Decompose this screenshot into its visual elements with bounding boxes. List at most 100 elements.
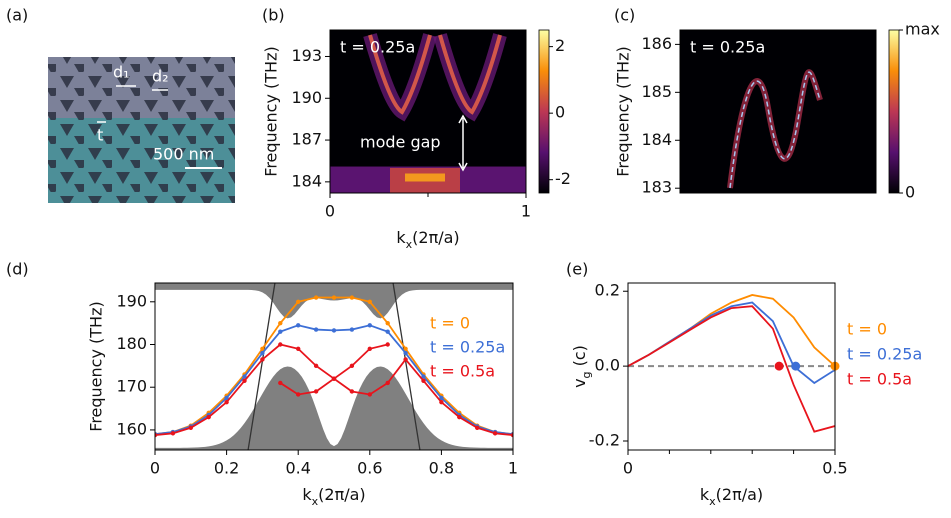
y-tick-label: 183 bbox=[641, 178, 672, 197]
data-point bbox=[242, 378, 247, 384]
heatmap-fit bbox=[729, 71, 821, 189]
data-point bbox=[313, 363, 319, 369]
x-tick-label: 0 bbox=[150, 459, 160, 478]
data-point bbox=[510, 432, 513, 438]
data-point bbox=[260, 357, 265, 362]
series-line bbox=[155, 343, 513, 436]
plot-content bbox=[155, 283, 513, 450]
data-point bbox=[349, 389, 355, 394]
x-axis-label-part: x bbox=[709, 495, 716, 508]
x-axis-label-part: x bbox=[312, 495, 319, 508]
data-point bbox=[421, 374, 426, 379]
y-tick-label: 184 bbox=[291, 171, 322, 190]
data-point bbox=[313, 327, 319, 332]
colorbar bbox=[888, 29, 900, 194]
data-point bbox=[367, 392, 372, 397]
scale-bar-label: 500 nm bbox=[153, 145, 214, 164]
sem-label: t bbox=[97, 126, 103, 145]
y-axis-label: Frequency (THz) bbox=[87, 301, 106, 431]
y-axis-label: vg (c) bbox=[570, 345, 593, 388]
x-axis-label-part: (2π/a) bbox=[318, 485, 366, 504]
legend-label: t = 0 bbox=[430, 314, 470, 333]
band-region bbox=[155, 366, 513, 450]
colorbar-tick-label: 0 bbox=[555, 103, 565, 122]
plot-content bbox=[330, 30, 526, 193]
colorbar bbox=[538, 29, 550, 194]
x-axis-label: kx(2π/a) bbox=[302, 485, 365, 508]
x-tick-label: 0.6 bbox=[357, 459, 382, 478]
colorbar-tick-label: 0 bbox=[905, 183, 915, 202]
legend-label: t = 0 bbox=[847, 320, 887, 339]
data-point bbox=[296, 299, 301, 304]
x-axis-label: kx(2π/a) bbox=[700, 485, 763, 508]
heatmap-background bbox=[680, 30, 876, 193]
legend-label: t = 0.5a bbox=[847, 370, 912, 389]
data-point bbox=[403, 346, 408, 351]
x-axis-label-part: (2π/a) bbox=[716, 485, 764, 504]
data-point bbox=[313, 295, 319, 300]
data-point bbox=[296, 346, 301, 351]
y-tick-label: 190 bbox=[116, 291, 147, 310]
annotation: mode gap bbox=[360, 133, 441, 152]
plot-frame bbox=[154, 282, 514, 451]
data-point bbox=[403, 357, 408, 362]
x-axis-label-part: x bbox=[406, 238, 413, 251]
legend-label: t = 0.25a bbox=[430, 338, 505, 357]
heatmap-branch bbox=[438, 34, 502, 115]
y-tick-label: 186 bbox=[641, 34, 672, 53]
data-point bbox=[242, 374, 247, 379]
data-point bbox=[331, 295, 337, 300]
data-point bbox=[349, 295, 355, 300]
data-point bbox=[278, 320, 283, 326]
arrow-head bbox=[458, 114, 468, 172]
data-point bbox=[367, 346, 372, 351]
data-point bbox=[349, 327, 355, 332]
light-line bbox=[392, 283, 421, 450]
y-tick-label: 185 bbox=[641, 82, 672, 101]
x-tick-label: 0.5 bbox=[822, 459, 847, 478]
plot-content bbox=[680, 30, 876, 193]
x-tick-label: 0 bbox=[623, 459, 633, 478]
x-axis-label-part: (2π/a) bbox=[412, 228, 460, 247]
data-point bbox=[492, 431, 498, 436]
data-point bbox=[385, 380, 390, 386]
data-point bbox=[278, 342, 283, 347]
x-tick-label: 0.4 bbox=[285, 459, 310, 478]
colorbar-tick-label: 2 bbox=[555, 36, 565, 55]
y-axis-label: Frequency (THz) bbox=[262, 46, 281, 176]
data-point bbox=[439, 395, 444, 401]
panel-label: (b) bbox=[262, 6, 285, 25]
plot-frame bbox=[679, 29, 877, 194]
y-tick-label: 180 bbox=[116, 334, 147, 353]
panel-label: (c) bbox=[614, 6, 635, 25]
y-axis-label: Frequency (THz) bbox=[614, 46, 633, 176]
panel-label: (a) bbox=[6, 6, 28, 25]
data-point bbox=[224, 395, 229, 401]
y-tick-label: 187 bbox=[291, 130, 322, 149]
y-axis-label-part: (c) bbox=[570, 345, 589, 371]
data-point bbox=[457, 414, 462, 420]
colorbar-tick-label: -2 bbox=[555, 169, 571, 188]
data-point bbox=[385, 320, 390, 326]
data-point bbox=[367, 323, 372, 328]
plot-content bbox=[628, 294, 835, 433]
crossing-point bbox=[774, 361, 784, 371]
data-point bbox=[296, 392, 301, 397]
y-axis-label-part: g bbox=[580, 371, 593, 378]
heatmap-branch bbox=[368, 34, 432, 115]
crossing-point bbox=[791, 361, 801, 371]
data-point bbox=[349, 363, 355, 369]
y-tick-label: 193 bbox=[291, 46, 322, 65]
data-point bbox=[206, 414, 211, 420]
x-axis-label: kx(2π/a) bbox=[396, 228, 459, 251]
panel-label: (d) bbox=[6, 260, 29, 279]
data-point bbox=[403, 350, 408, 356]
sem-label: d₂ bbox=[152, 67, 169, 86]
heatmap-band bbox=[405, 173, 445, 182]
x-tick-label: 0.2 bbox=[214, 459, 239, 478]
legend-label: t = 0.25a bbox=[847, 345, 922, 364]
data-point bbox=[188, 425, 193, 430]
data-point bbox=[331, 328, 337, 333]
data-point bbox=[278, 329, 283, 334]
data-point bbox=[421, 378, 426, 384]
